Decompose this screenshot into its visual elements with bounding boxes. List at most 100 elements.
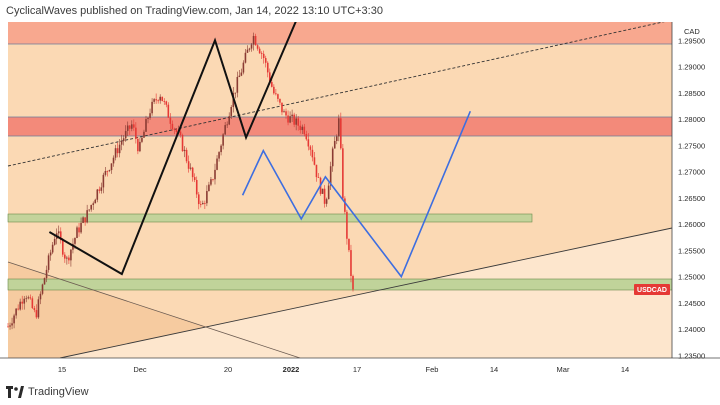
symbol-badge[interactable] [634, 284, 670, 295]
tradingview-logo[interactable]: TradingView [6, 386, 89, 398]
candle-body [348, 238, 350, 251]
candle-body [90, 204, 93, 210]
candle-body [277, 94, 279, 99]
candle-body [271, 82, 273, 87]
candle-body [293, 114, 295, 125]
candle-body [80, 222, 82, 233]
candle-body [122, 138, 125, 142]
candle-body [151, 101, 153, 114]
candle-body [120, 141, 123, 145]
candle-body [346, 211, 348, 239]
candle-body [222, 134, 224, 146]
candle-body [86, 210, 88, 223]
publish-info: CyclicalWaves published on TradingView.c… [6, 5, 383, 17]
candle-body [331, 148, 334, 167]
x-tick-label: Dec [133, 365, 147, 374]
candle-body [84, 217, 86, 223]
candle-body [250, 44, 253, 49]
candle-body [39, 293, 42, 300]
y-tick-label: 1.28500 [678, 89, 705, 98]
candle-body [57, 231, 60, 234]
tradingview-logo-label: TradingView [28, 386, 89, 398]
y-tick-label: 1.26000 [678, 220, 705, 229]
candle-body [240, 72, 243, 76]
candle-body [110, 163, 113, 171]
candle-body [41, 284, 44, 294]
candle-body [313, 157, 316, 165]
candle-body [254, 35, 257, 46]
footer-bar: TradingView [0, 380, 720, 405]
candle-body [116, 148, 119, 154]
candle-body [157, 100, 159, 102]
y-tick-label: 1.29000 [678, 63, 705, 72]
candle-body [31, 298, 34, 309]
candle-body [216, 158, 218, 170]
candle-body [333, 140, 336, 149]
candle-body [141, 137, 143, 142]
candle-body [295, 118, 297, 125]
y-tick-label: 1.28000 [678, 115, 705, 124]
candle-body [126, 125, 129, 131]
candle-body [287, 115, 289, 123]
y-tick-label: 1.27000 [678, 168, 705, 177]
candle-body [279, 98, 281, 103]
candle-body [133, 124, 135, 128]
candle-body [78, 227, 80, 233]
falling-trendline [7, 261, 301, 359]
resistance-zone-top [8, 22, 672, 44]
candle-body [179, 131, 182, 135]
candle-body [104, 170, 107, 175]
candle-body [230, 106, 233, 117]
candle-body [248, 48, 251, 50]
x-tick-label: 20 [224, 365, 232, 374]
candle-body [130, 124, 133, 129]
y-tick-label: 1.24000 [678, 325, 705, 334]
candle-body [195, 179, 198, 195]
price-axis[interactable] [672, 22, 720, 380]
candle-body [189, 167, 192, 169]
candle-body [208, 184, 210, 192]
candle-body [204, 202, 206, 204]
y-tick-label: 1.25000 [678, 273, 705, 282]
black-projection-line [48, 8, 303, 276]
symbol-badge-label: USDCAD [637, 287, 667, 294]
x-tick-label: 15 [58, 365, 66, 374]
candle-body [181, 134, 184, 152]
candle-body [15, 308, 17, 316]
candle-body [224, 125, 226, 135]
candle-body [281, 102, 283, 113]
time-axis[interactable] [0, 358, 720, 380]
candle-body [309, 146, 312, 150]
candle-body [61, 240, 64, 255]
candle-body [175, 129, 178, 132]
candle-body [64, 254, 66, 259]
candle-body [252, 35, 255, 45]
candle-body [327, 185, 330, 200]
candle-body [137, 138, 139, 152]
candle-body [244, 52, 247, 63]
candle-body [321, 188, 324, 194]
candle-body [317, 177, 320, 178]
candle-body [155, 99, 157, 101]
x-axis-ticks: 15 Dec 20 2022 17 Feb 14 Mar 14 [58, 365, 629, 374]
candle-body [161, 96, 164, 102]
candle-body [297, 118, 300, 126]
candle-body [70, 249, 72, 261]
candle-body [19, 301, 21, 310]
candle-body [335, 136, 338, 141]
candle-body [145, 119, 147, 132]
candle-body [337, 118, 340, 137]
x-tick-label: Mar [557, 365, 570, 374]
candle-body [185, 149, 188, 162]
candle-body [11, 323, 13, 326]
x-tick-label: Feb [426, 365, 439, 374]
candle-body [315, 164, 318, 178]
x-tick-label: 17 [353, 365, 361, 374]
candle-body [285, 111, 287, 116]
candle-body [329, 166, 332, 186]
candle-body [206, 191, 208, 204]
candle-body [68, 257, 70, 261]
candle-body [167, 104, 170, 118]
candle-body [183, 149, 186, 152]
